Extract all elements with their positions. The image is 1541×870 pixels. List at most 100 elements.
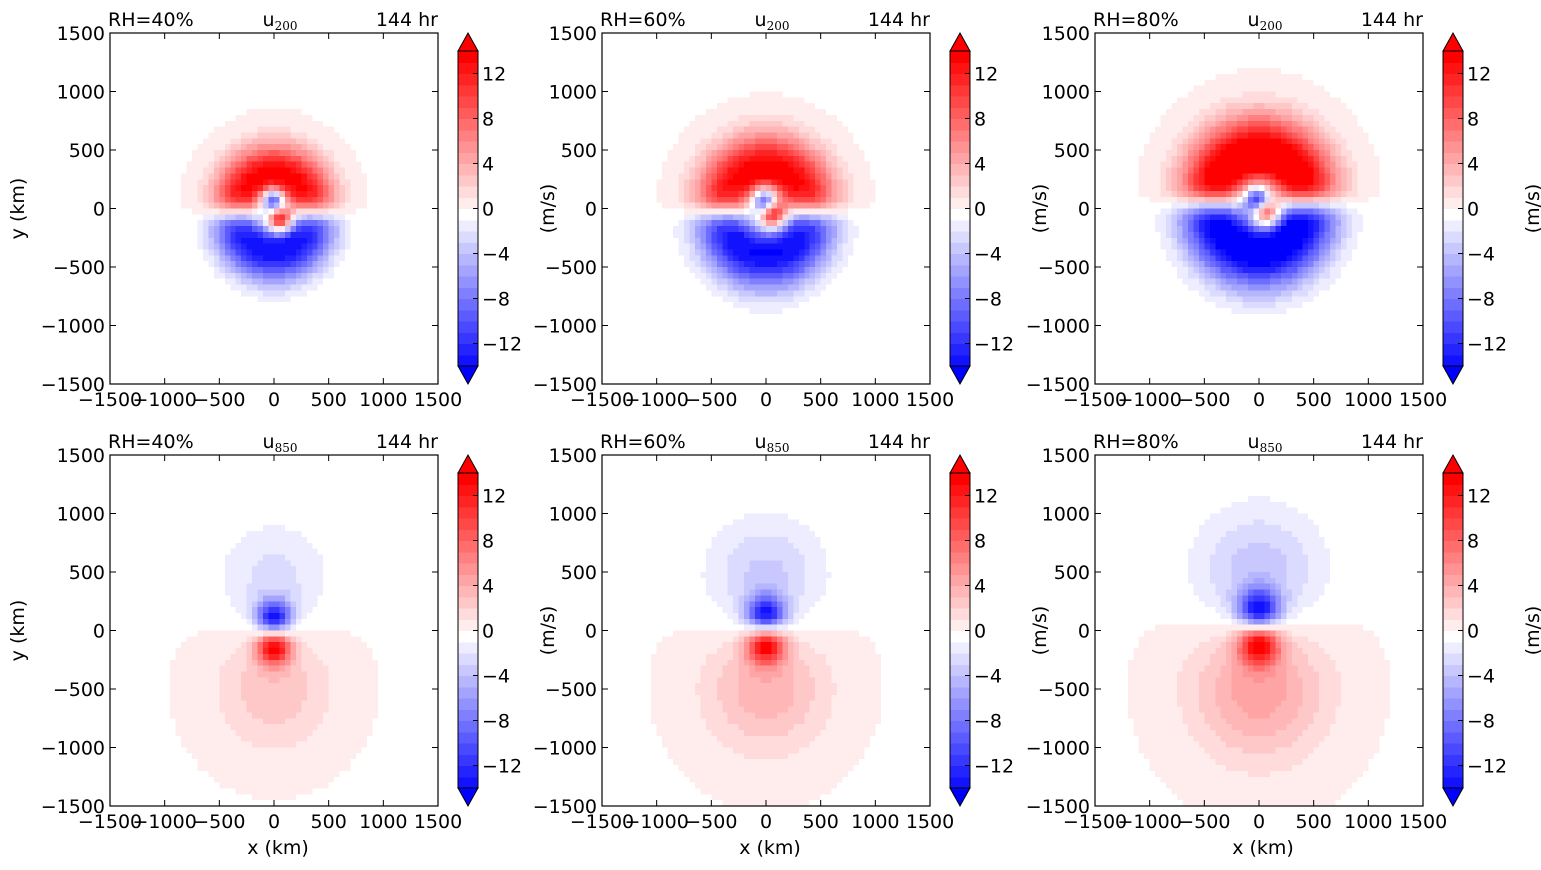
heatmap-cell [290, 68, 297, 75]
heatmap-cell [164, 302, 171, 309]
heatmap-cell [252, 366, 259, 373]
heatmap-cell [869, 50, 876, 57]
heatmap-cell [673, 109, 680, 116]
heatmap-cell [350, 91, 357, 98]
heatmap-cell [181, 179, 188, 186]
heatmap-cell [350, 278, 357, 286]
heatmap-cell [421, 290, 428, 297]
heatmap-cell [394, 167, 401, 174]
heatmap-cell [366, 272, 373, 280]
heatmap-cell [651, 120, 658, 128]
heatmap-cell [110, 366, 117, 373]
colorbar-level [458, 152, 478, 165]
heatmap-cell [312, 85, 319, 93]
heatmap-cell [142, 378, 149, 385]
heatmap-cell [219, 348, 226, 356]
heatmap-field [110, 33, 439, 385]
heatmap-cell [170, 313, 177, 321]
heatmap-cell [235, 196, 242, 204]
heatmap-cell [416, 202, 423, 210]
heatmap-cell [678, 120, 685, 128]
heatmap-cell [328, 261, 335, 268]
heatmap-cell [268, 302, 275, 309]
heatmap-cell [427, 44, 434, 52]
heatmap-cell [208, 56, 215, 63]
heatmap-cell [295, 290, 302, 297]
heatmap-cell [241, 313, 248, 321]
heatmap-cell [388, 325, 395, 332]
heatmap-cell [432, 73, 439, 81]
heatmap-cell [421, 220, 428, 227]
heatmap-cell [656, 132, 663, 139]
heatmap-cell [120, 68, 127, 75]
colorbar-level [458, 332, 478, 345]
heatmap-cell [377, 50, 384, 57]
heatmap-cell [804, 150, 811, 157]
heatmap-cell [290, 325, 297, 332]
heatmap-cell [684, 62, 691, 69]
heatmap-cell [317, 220, 324, 227]
heatmap-cell [257, 161, 264, 169]
heatmap-cell [848, 33, 855, 40]
heatmap-cell [284, 267, 291, 274]
y-axis-label: y (km) [7, 178, 29, 240]
heatmap-cell [252, 231, 259, 239]
heatmap-cell [913, 91, 920, 98]
heatmap-cell [213, 313, 220, 321]
heatmap-cell [164, 237, 171, 245]
heatmap-cell [115, 85, 122, 93]
heatmap-cell [356, 33, 363, 40]
heatmap-cell [678, 38, 685, 46]
heatmap-cell [219, 179, 226, 186]
heatmap-cell [219, 114, 226, 122]
heatmap-cell [284, 249, 291, 256]
heatmap-cell [749, 73, 756, 81]
heatmap-cell [339, 161, 346, 169]
heatmap-cell [142, 190, 149, 198]
heatmap-cell [361, 114, 368, 122]
heatmap-cell [110, 337, 117, 344]
heatmap-cell [399, 354, 406, 362]
heatmap-cell [170, 337, 177, 344]
heatmap-cell [181, 62, 188, 69]
heatmap-cell [235, 319, 242, 327]
heatmap-cell [208, 249, 215, 256]
heatmap-cell [350, 226, 357, 233]
heatmap-cell [142, 302, 149, 309]
heatmap-cell [377, 91, 384, 98]
heatmap-cell [153, 343, 160, 350]
heatmap-cell [405, 97, 412, 104]
heatmap-cell [793, 138, 800, 145]
heatmap-cell [848, 120, 855, 128]
heatmap-cell [399, 196, 406, 204]
heatmap-cell [164, 33, 171, 40]
heatmap-cell [115, 62, 122, 69]
heatmap-cell [640, 120, 647, 128]
heatmap-cell [170, 208, 177, 215]
heatmap-cell [913, 150, 920, 157]
heatmap-cell [202, 161, 209, 169]
heatmap-cell [334, 150, 341, 157]
heatmap-cell [224, 261, 231, 268]
heatmap-cell [328, 196, 335, 204]
heatmap-cell [427, 173, 434, 180]
heatmap-cell [252, 196, 259, 204]
heatmap-cell [421, 261, 428, 268]
heatmap-cell [766, 103, 773, 110]
heatmap-cell [192, 354, 199, 362]
heatmap-cell [760, 91, 767, 98]
heatmap-cell [164, 272, 171, 280]
heatmap-cell [192, 126, 199, 134]
heatmap-cell [421, 208, 428, 215]
heatmap-cell [246, 372, 253, 379]
heatmap-cell [257, 343, 264, 350]
heatmap-cell [334, 325, 341, 332]
heatmap-cell [356, 173, 363, 180]
heatmap-cell [350, 38, 357, 46]
heatmap-cell [366, 38, 373, 46]
heatmap-cell [284, 150, 291, 157]
heatmap-cell [388, 319, 395, 327]
heatmap-cell [744, 103, 751, 110]
heatmap-cell [394, 114, 401, 122]
heatmap-cell [339, 73, 346, 81]
